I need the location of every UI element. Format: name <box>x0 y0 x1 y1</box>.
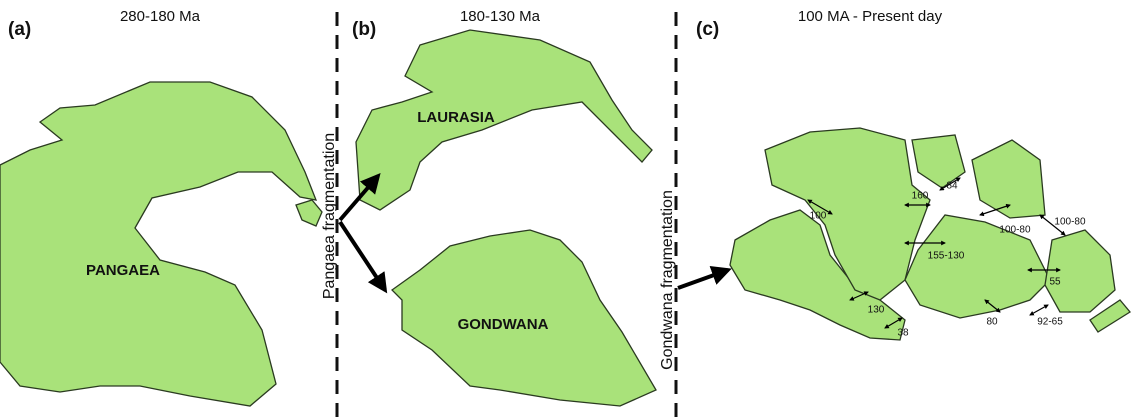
pangaea-map <box>0 82 316 406</box>
rift-age: 84 <box>946 181 958 192</box>
panel-label: (b) <box>352 19 376 40</box>
panel-title: 280-180 Ma <box>120 8 201 25</box>
transition-label: Gondwana fragmentation <box>659 190 676 370</box>
rift-age: 92-65 <box>1037 317 1063 328</box>
arrow <box>340 222 385 290</box>
arrow <box>678 270 728 288</box>
rift-age: 38 <box>897 328 909 339</box>
panel-title: 180-130 Ma <box>460 8 541 25</box>
landmass-label: PANGAEA <box>86 262 160 279</box>
australia-map <box>1045 230 1115 312</box>
india-map <box>972 140 1045 218</box>
figure: (a) 280-180 Ma PANGAEA (b) 180-130 Ma LA… <box>0 0 1132 418</box>
panel-label: (c) <box>696 19 719 40</box>
rift-age: 80 <box>986 317 998 328</box>
rift-age: 100-80 <box>999 225 1031 236</box>
landmass-label: GONDWANA <box>458 316 549 333</box>
laurasia-map <box>356 30 652 210</box>
rift-age: 160 <box>912 191 929 202</box>
rift-age: 100-80 <box>1054 217 1086 228</box>
panel-label: (a) <box>8 19 31 40</box>
rift-arrow <box>1030 305 1048 315</box>
rift-age: 155-130 <box>928 251 965 262</box>
rift-age: 100 <box>810 211 827 222</box>
rift-age: 55 <box>1049 277 1061 288</box>
landmass-label: LAURASIA <box>417 109 495 126</box>
rift-age: 130 <box>868 305 885 316</box>
panel-title: 100 MA - Present day <box>798 8 943 25</box>
transition-label: Pangaea fragmentation <box>321 133 338 299</box>
pangaea-tip <box>296 200 322 226</box>
